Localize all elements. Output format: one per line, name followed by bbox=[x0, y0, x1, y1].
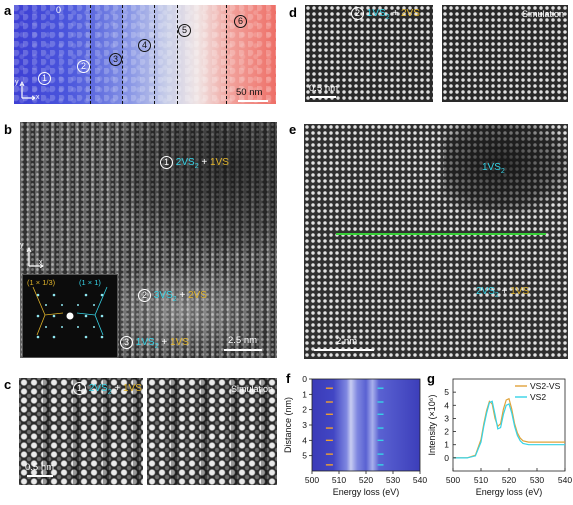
panel-a-label: a bbox=[4, 3, 12, 18]
panel-b-scale-bar bbox=[224, 349, 262, 351]
fft-right-label: (1 × 1) bbox=[79, 278, 101, 287]
y-axis-label: Intensity (×10⁶) bbox=[427, 395, 437, 456]
axis-x-label: x bbox=[36, 94, 40, 101]
panel-b-scale-text: 2.5 nm bbox=[228, 335, 258, 346]
panel-d-experiment: 2 1VS2 + 2VS 0.5 nm bbox=[305, 5, 433, 102]
divider-1 bbox=[90, 5, 91, 104]
y-tick-label: 2 bbox=[302, 405, 307, 415]
x-tick-label: 500 bbox=[305, 475, 319, 485]
region-0-label: 0 bbox=[56, 5, 62, 15]
region-3-marker: 3 bbox=[109, 53, 122, 66]
divider-2 bbox=[122, 5, 123, 104]
region-2-marker: 2 bbox=[351, 7, 364, 20]
x-tick-label: 530 bbox=[386, 475, 400, 485]
panel-c-experiment: 1 2VS2 + 1VS 0.5 nm bbox=[19, 378, 143, 485]
panel-a-map: 0 1 2 3 4 5 6 y x 50 nm bbox=[14, 5, 276, 104]
divider-5 bbox=[226, 5, 227, 104]
y-tick-label: 4 bbox=[302, 435, 307, 445]
panel-c-scale-text: 0.5 nm bbox=[25, 462, 55, 473]
region-2-marker: 2 bbox=[138, 289, 151, 302]
region-6-marker: 6 bbox=[234, 15, 247, 28]
legend-entry: VS2 bbox=[530, 392, 546, 402]
axis-y-label: y bbox=[15, 79, 19, 86]
panel-a-scale-text: 50 nm bbox=[236, 87, 263, 98]
panel-e-top-caption: 1VS2 bbox=[482, 162, 505, 175]
panel-d-scale-bar bbox=[310, 96, 336, 98]
panel-c-caption: 1 2VS2 + 1VS bbox=[73, 382, 142, 396]
series-line-1 bbox=[453, 400, 565, 459]
y-tick-label: 3 bbox=[444, 413, 449, 423]
divider-3 bbox=[154, 5, 155, 104]
panel-e-scale-bar bbox=[314, 349, 374, 351]
y-tick-label: 3 bbox=[302, 420, 307, 430]
panel-b-region2-caption: 2 3VS2 + 2VS bbox=[138, 289, 207, 303]
panel-d-label: d bbox=[289, 5, 297, 20]
x-tick-label: 510 bbox=[474, 475, 488, 485]
axis-y-label: y bbox=[20, 242, 24, 249]
panel-f-label: f bbox=[286, 371, 291, 386]
x-tick-label: 540 bbox=[413, 475, 427, 485]
panel-b-region3-caption: 3 1VS2 + 1VS bbox=[120, 336, 189, 350]
panel-b-image: 1 2VS2 + 1VS 2 3VS2 + 2VS 3 1VS2 + 1VS y… bbox=[20, 122, 277, 358]
fft-inset: (1 × 1/3) (1 × 1) bbox=[22, 274, 118, 358]
divider-4 bbox=[177, 5, 178, 104]
panel-d-scale-text: 0.5 nm bbox=[309, 83, 339, 94]
region-4-marker: 4 bbox=[138, 39, 151, 52]
y-tick-label: 0 bbox=[444, 453, 449, 463]
axes-icon bbox=[19, 80, 36, 101]
legend-entry: VS2-VS bbox=[530, 381, 561, 391]
panel-e-image: 1VS2 2VS2 + 1VS 2 nm bbox=[304, 124, 568, 359]
y-tick-label: 5 bbox=[302, 451, 307, 461]
y-tick-label: 1 bbox=[302, 389, 307, 399]
region-1-marker: 1 bbox=[38, 72, 51, 85]
x-tick-label: 520 bbox=[502, 475, 516, 485]
y-tick-label: 1 bbox=[444, 440, 449, 450]
panel-b-dark-region bbox=[115, 122, 277, 252]
panel-f-chart: 500 510 520 530 540 0 1 2 3 4 5 Energy loss (eV) Dis… bbox=[283, 374, 427, 497]
region-1-marker: 1 bbox=[73, 382, 86, 395]
panel-a-texture bbox=[14, 5, 276, 104]
panel-b-region1-caption: 1 2VS2 + 1VS bbox=[160, 156, 229, 170]
panel-a-scale-bar bbox=[238, 100, 268, 102]
panel-e-green-line bbox=[336, 233, 546, 235]
y-tick-label: 4 bbox=[444, 400, 449, 410]
y-axis-label: Distance (nm) bbox=[283, 397, 293, 453]
heatmap-image bbox=[312, 379, 420, 471]
region-2-marker: 2 bbox=[77, 60, 90, 73]
panel-c-label: c bbox=[4, 377, 12, 392]
x-tick-label: 540 bbox=[558, 475, 572, 485]
panel-d-caption: 2 1VS2 + 2VS bbox=[351, 7, 420, 21]
region-3-marker: 3 bbox=[120, 336, 133, 349]
x-tick-label: 520 bbox=[359, 475, 373, 485]
panel-g-label: g bbox=[427, 371, 435, 386]
x-axis-label: Energy loss (eV) bbox=[333, 487, 400, 497]
y-tick-label: 5 bbox=[444, 387, 449, 397]
panel-c-stripes bbox=[19, 378, 143, 485]
x-tick-label: 500 bbox=[446, 475, 460, 485]
panel-e-bottom-caption: 2VS2 + 1VS bbox=[476, 286, 530, 299]
region-1-marker: 1 bbox=[160, 156, 173, 169]
axis-x-label: x bbox=[39, 259, 43, 266]
x-axis-label: Energy loss (eV) bbox=[476, 487, 543, 497]
panel-c-simulation: Simulation bbox=[147, 378, 277, 485]
x-tick-label: 530 bbox=[530, 475, 544, 485]
axes-icon bbox=[26, 244, 44, 269]
panel-e-label: e bbox=[289, 122, 297, 137]
panel-e-dark-region bbox=[444, 124, 568, 214]
panel-d-simulation: Simulation bbox=[442, 5, 568, 102]
panel-c-scale-bar bbox=[27, 475, 53, 477]
panel-b-bright-region bbox=[120, 262, 277, 358]
panel-b-label: b bbox=[4, 122, 12, 137]
panel-g-chart: 500 510 520 530 540 0 1 2 3 4 5 Energy loss (eV) Int… bbox=[427, 378, 572, 497]
x-tick-label: 510 bbox=[332, 475, 346, 485]
panel-d-sim-label: Simulation bbox=[521, 9, 564, 19]
fft-pattern bbox=[32, 286, 108, 339]
panel-e-scale-text: 2 nm bbox=[336, 336, 358, 347]
panel-c-sim-label: Simulation bbox=[230, 384, 273, 394]
y-tick-label: 0 bbox=[302, 374, 307, 384]
fft-left-label: (1 × 1/3) bbox=[27, 278, 56, 287]
y-tick-label: 2 bbox=[444, 427, 449, 437]
region-5-marker: 5 bbox=[178, 24, 191, 37]
panel-c-sim-stripes bbox=[147, 378, 277, 485]
